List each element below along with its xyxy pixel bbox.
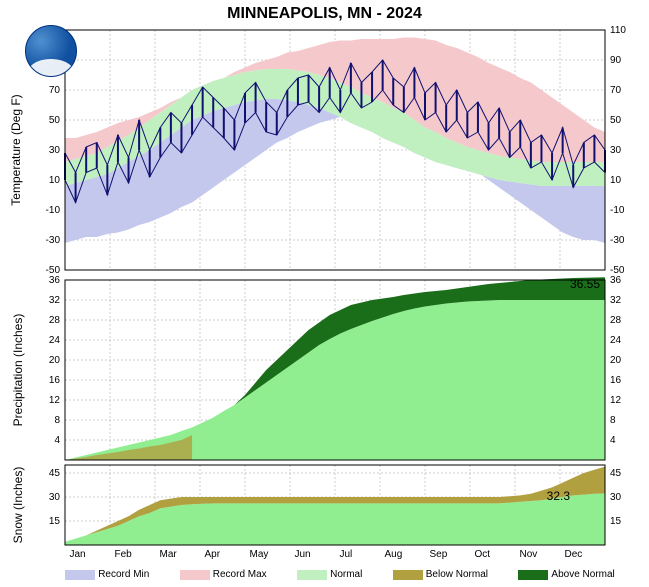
svg-text:Temperature (Deg F): Temperature (Deg F) bbox=[9, 94, 23, 205]
svg-text:45: 45 bbox=[610, 468, 622, 479]
legend-normal: Normal bbox=[297, 569, 362, 580]
svg-text:28: 28 bbox=[49, 315, 61, 326]
legend-above-normal: Above Normal bbox=[518, 569, 614, 580]
svg-text:May: May bbox=[250, 549, 269, 560]
svg-text:110: 110 bbox=[610, 25, 626, 36]
svg-text:Nov: Nov bbox=[520, 549, 538, 560]
chart-svg: -50-50-30-30-10-101010303050507070909011… bbox=[0, 0, 649, 582]
svg-text:15: 15 bbox=[610, 516, 622, 527]
svg-text:Feb: Feb bbox=[115, 549, 133, 560]
svg-text:32: 32 bbox=[49, 295, 61, 306]
svg-text:16: 16 bbox=[49, 375, 61, 386]
svg-text:32: 32 bbox=[610, 295, 622, 306]
legend: Record Min Record Max Normal Below Norma… bbox=[50, 569, 630, 580]
svg-text:36: 36 bbox=[610, 275, 622, 286]
svg-text:30: 30 bbox=[610, 492, 622, 503]
svg-text:-10: -10 bbox=[610, 205, 625, 216]
svg-text:8: 8 bbox=[54, 415, 60, 426]
svg-text:70: 70 bbox=[49, 85, 61, 96]
svg-text:Mar: Mar bbox=[160, 549, 178, 560]
svg-text:32.3: 32.3 bbox=[547, 489, 571, 503]
svg-text:-30: -30 bbox=[46, 235, 61, 246]
svg-text:12: 12 bbox=[610, 395, 622, 406]
svg-text:28: 28 bbox=[610, 315, 622, 326]
svg-text:Sep: Sep bbox=[430, 549, 448, 560]
noaa-logo-icon bbox=[25, 25, 77, 77]
svg-text:8: 8 bbox=[610, 415, 616, 426]
svg-text:30: 30 bbox=[49, 492, 61, 503]
legend-below-normal: Below Normal bbox=[393, 569, 488, 580]
svg-text:Jun: Jun bbox=[295, 549, 311, 560]
svg-text:Oct: Oct bbox=[475, 549, 491, 560]
svg-text:Jul: Jul bbox=[340, 549, 353, 560]
svg-text:12: 12 bbox=[49, 395, 61, 406]
svg-text:-30: -30 bbox=[610, 235, 625, 246]
svg-text:24: 24 bbox=[49, 335, 61, 346]
svg-text:50: 50 bbox=[49, 115, 61, 126]
svg-text:36.55: 36.55 bbox=[570, 277, 600, 291]
svg-text:20: 20 bbox=[49, 355, 61, 366]
svg-text:Aug: Aug bbox=[385, 549, 403, 560]
svg-text:30: 30 bbox=[610, 145, 622, 156]
svg-text:Snow (Inches): Snow (Inches) bbox=[11, 467, 25, 544]
svg-text:Precipitation (Inches): Precipitation (Inches) bbox=[11, 314, 25, 427]
svg-text:Dec: Dec bbox=[565, 549, 583, 560]
svg-text:4: 4 bbox=[610, 435, 616, 446]
svg-text:16: 16 bbox=[610, 375, 622, 386]
svg-text:50: 50 bbox=[610, 115, 622, 126]
svg-text:Jan: Jan bbox=[70, 549, 86, 560]
svg-text:24: 24 bbox=[610, 335, 622, 346]
svg-text:90: 90 bbox=[610, 55, 622, 66]
svg-text:15: 15 bbox=[49, 516, 61, 527]
svg-text:70: 70 bbox=[610, 85, 622, 96]
chart-title: MINNEAPOLIS, MN - 2024 bbox=[0, 5, 649, 23]
svg-text:20: 20 bbox=[610, 355, 622, 366]
svg-text:-10: -10 bbox=[46, 205, 61, 216]
svg-text:Apr: Apr bbox=[205, 549, 221, 560]
svg-text:4: 4 bbox=[54, 435, 60, 446]
legend-record-max: Record Max bbox=[180, 569, 267, 580]
legend-record-min: Record Min bbox=[65, 569, 149, 580]
svg-text:10: 10 bbox=[610, 175, 622, 186]
svg-text:45: 45 bbox=[49, 468, 61, 479]
svg-text:36: 36 bbox=[49, 275, 61, 286]
svg-text:10: 10 bbox=[49, 175, 61, 186]
climate-chart: MINNEAPOLIS, MN - 2024 -50-50-30-30-10-1… bbox=[0, 0, 649, 582]
svg-text:30: 30 bbox=[49, 145, 61, 156]
